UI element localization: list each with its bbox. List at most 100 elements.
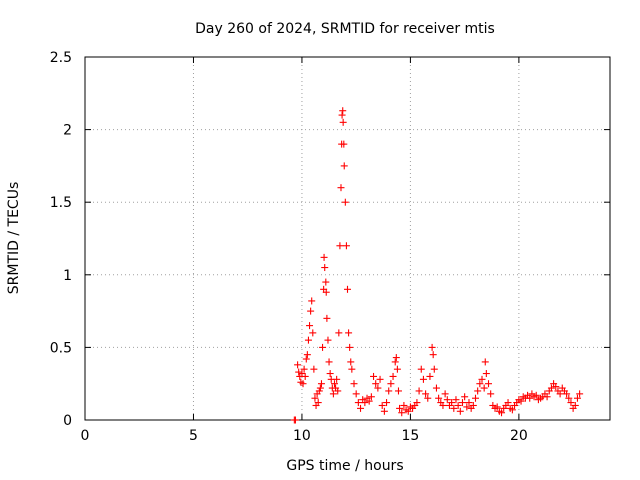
data-point xyxy=(463,403,471,411)
data-point xyxy=(398,409,406,417)
grid-lines xyxy=(85,57,610,420)
data-point xyxy=(309,329,317,337)
data-point xyxy=(350,380,358,388)
data-point xyxy=(556,390,564,398)
y-axis-title: SRMTID / TECUs xyxy=(6,182,22,295)
x-tick-labels: 0 5 10 15 20 xyxy=(81,428,528,444)
axis-ticks xyxy=(84,56,610,421)
data-points xyxy=(290,107,584,424)
data-point xyxy=(417,365,425,373)
data-point xyxy=(295,368,303,376)
data-point xyxy=(378,401,386,409)
data-point xyxy=(422,390,430,398)
data-point xyxy=(526,394,534,402)
data-point xyxy=(385,387,393,395)
data-point xyxy=(334,387,342,395)
data-point xyxy=(330,380,338,388)
data-point xyxy=(294,361,302,369)
data-point xyxy=(471,394,479,402)
data-point xyxy=(317,380,325,388)
data-point xyxy=(338,111,346,119)
data-point xyxy=(393,365,401,373)
data-point xyxy=(352,390,360,398)
data-point xyxy=(396,404,404,412)
data-point xyxy=(310,365,318,373)
data-point xyxy=(341,198,349,206)
data-point xyxy=(354,399,362,407)
data-point xyxy=(347,358,355,366)
data-point xyxy=(336,242,344,250)
data-point xyxy=(389,372,397,380)
y-tick-label: 0.5 xyxy=(50,340,72,356)
data-point xyxy=(324,336,332,344)
x-tick-label: 5 xyxy=(189,428,198,444)
x-tick-label: 10 xyxy=(293,428,311,444)
data-point xyxy=(419,375,427,383)
data-point xyxy=(376,375,384,383)
data-point xyxy=(301,372,309,380)
y-tick-label: 1.5 xyxy=(50,195,72,211)
data-point xyxy=(478,375,486,383)
data-point xyxy=(469,401,477,409)
data-point xyxy=(320,253,328,261)
data-point xyxy=(372,380,380,388)
y-tick-label: 0 xyxy=(63,413,72,429)
data-point xyxy=(481,358,489,366)
data-point xyxy=(508,406,516,414)
y-tick-label: 2.5 xyxy=(50,50,72,66)
data-point xyxy=(361,399,369,407)
data-point xyxy=(498,409,506,417)
x-tick-label: 20 xyxy=(510,428,528,444)
data-point xyxy=(303,351,311,359)
data-point xyxy=(428,343,436,351)
data-point xyxy=(307,307,315,315)
data-point xyxy=(465,399,473,407)
data-point xyxy=(424,394,432,402)
data-point xyxy=(482,370,490,378)
data-point xyxy=(321,264,329,272)
data-point xyxy=(543,393,551,401)
data-point xyxy=(329,390,337,398)
data-point xyxy=(474,387,482,395)
data-point xyxy=(337,184,345,192)
data-point xyxy=(346,343,354,351)
data-point xyxy=(517,397,525,405)
data-point xyxy=(299,380,307,388)
data-point xyxy=(493,403,501,411)
data-point xyxy=(291,416,299,424)
y-tick-label: 1 xyxy=(63,268,72,284)
data-point xyxy=(450,404,458,412)
data-point xyxy=(456,407,464,415)
data-point xyxy=(319,343,327,351)
data-point xyxy=(306,322,314,330)
data-point xyxy=(391,358,399,366)
x-tick-label: 0 xyxy=(81,428,90,444)
data-point xyxy=(316,384,324,392)
data-point xyxy=(339,118,347,126)
y-tick-labels: 0 0.5 1 1.5 2 2.5 xyxy=(50,50,72,429)
data-point xyxy=(325,358,333,366)
data-point xyxy=(413,399,421,407)
data-point xyxy=(452,396,460,404)
data-point xyxy=(380,407,388,415)
data-point xyxy=(400,401,408,409)
data-point xyxy=(345,329,353,337)
data-point xyxy=(573,394,581,402)
data-point xyxy=(333,375,341,383)
data-point xyxy=(576,390,584,398)
data-point xyxy=(441,390,449,398)
data-point xyxy=(365,397,373,405)
data-point xyxy=(429,351,437,359)
data-point xyxy=(404,407,412,415)
data-point xyxy=(302,355,310,363)
x-axis-title: GPS time / hours xyxy=(286,458,403,474)
data-point xyxy=(552,383,560,391)
data-point xyxy=(571,401,579,409)
data-point xyxy=(532,391,540,399)
x-tick-label: 15 xyxy=(401,428,419,444)
data-point xyxy=(357,404,365,412)
data-point xyxy=(304,336,312,344)
data-point xyxy=(394,387,402,395)
data-point xyxy=(322,288,330,296)
